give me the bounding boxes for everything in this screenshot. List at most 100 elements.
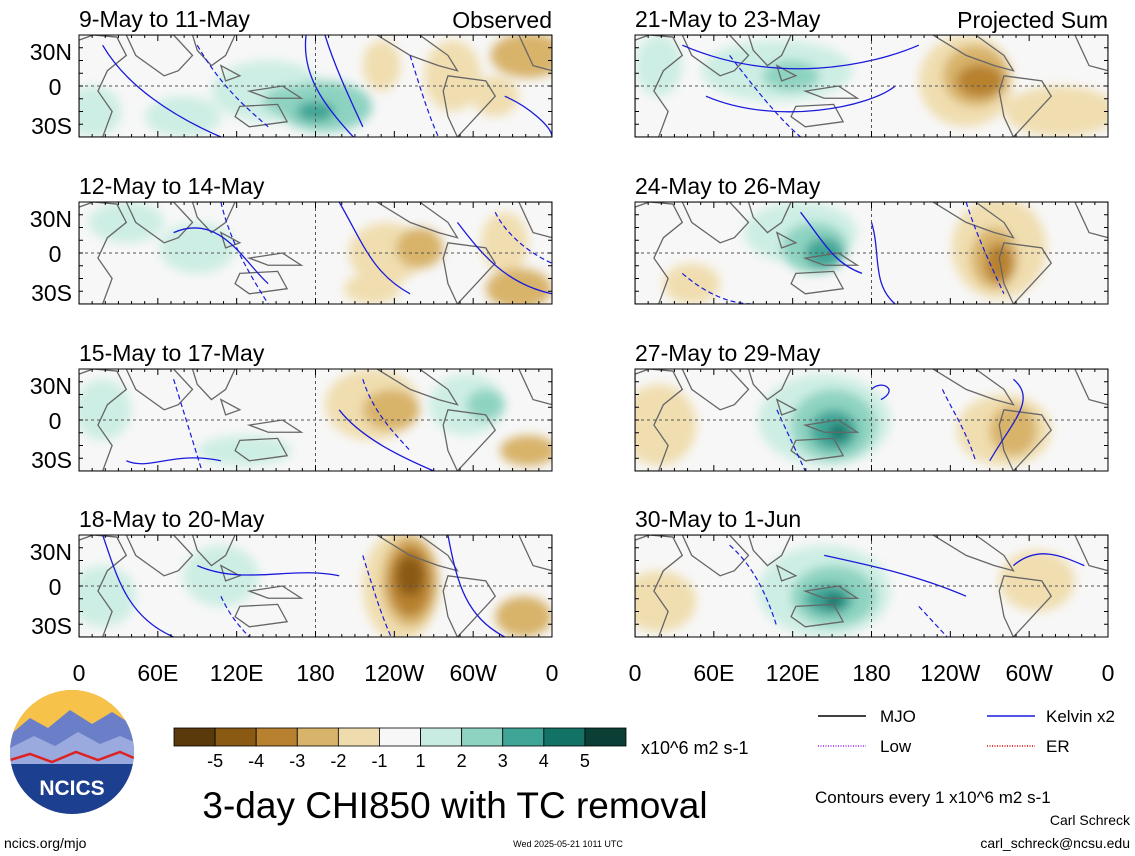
panel-title: 15-May to 17-May bbox=[79, 340, 265, 366]
legend-low-label: Low bbox=[880, 737, 912, 756]
colorbar-units: x10^6 m2 s-1 bbox=[641, 738, 749, 758]
axis-ticks bbox=[634, 534, 1109, 638]
colorbar-swatch bbox=[420, 727, 463, 747]
axis-ticks bbox=[634, 201, 1109, 305]
panel-label: Projected Sum bbox=[957, 7, 1108, 33]
footer-email[interactable]: carl_schreck@ncsu.edu bbox=[980, 835, 1130, 851]
colorbar-tick: -4 bbox=[248, 751, 264, 771]
panel-label: Observed bbox=[452, 7, 552, 33]
colorbar: -5 -4 -3 -2 -1 1 2 3 4 5 bbox=[173, 727, 627, 771]
longitude-label: 180 bbox=[852, 660, 890, 686]
kelvin-contours bbox=[682, 202, 1004, 304]
axis-ticks bbox=[78, 534, 553, 638]
panel-title: 27-May to 29-May bbox=[635, 340, 821, 366]
map-panel: 21-May to 23-May Projected Sum bbox=[634, 6, 1109, 138]
footer-timestamp: Wed 2025-05-21 1011 UTC bbox=[513, 839, 623, 849]
colorbar-tick: 2 bbox=[457, 751, 467, 771]
longitude-label: 60W bbox=[1006, 660, 1054, 686]
colorbar-swatch bbox=[255, 727, 298, 747]
map-panel: 24-May to 26-May bbox=[634, 173, 1109, 305]
kelvin-contours bbox=[777, 379, 1023, 471]
latitude-label: 30N bbox=[30, 39, 72, 65]
longitude-label: 0 bbox=[629, 660, 642, 686]
panel-title: 24-May to 26-May bbox=[635, 173, 821, 199]
map-panel: 9-May to 11-May Observed bbox=[78, 6, 553, 138]
legend-mjo-label: MJO bbox=[880, 707, 916, 726]
kelvin-contours bbox=[174, 202, 552, 304]
latitude-label: 30S bbox=[31, 613, 72, 639]
longitude-labels: 0 60E 120E 180 120W 60W 0 0 60E 120E 180 120W 60W 0 bbox=[73, 660, 1115, 686]
footer-site-link[interactable]: ncics.org/mjo bbox=[4, 835, 87, 851]
latitude-label: 30S bbox=[31, 113, 72, 139]
ncics-logo: NCICS bbox=[10, 690, 134, 814]
map-panel: 12-May to 14-May bbox=[78, 173, 553, 305]
colorbar-swatch bbox=[173, 727, 216, 747]
map-panel: 27-May to 29-May bbox=[634, 340, 1109, 472]
longitude-label: 0 bbox=[546, 660, 559, 686]
axis-ticks bbox=[78, 368, 553, 472]
latitude-label: 30S bbox=[31, 280, 72, 306]
panel-title: 21-May to 23-May bbox=[635, 6, 821, 32]
longitude-label: 180 bbox=[296, 660, 334, 686]
axis-ticks bbox=[634, 34, 1109, 138]
map-panel: 15-May to 17-May bbox=[78, 340, 553, 472]
coastlines bbox=[635, 369, 1108, 471]
colorbar-swatch bbox=[461, 727, 504, 747]
map-panel: 30-May to 1-Jun bbox=[634, 506, 1109, 638]
kelvin-contours bbox=[682, 45, 919, 137]
map-panel: 18-May to 20-May bbox=[78, 506, 553, 638]
latitude-label: 30N bbox=[30, 539, 72, 565]
chi-anomaly-shading bbox=[88, 202, 552, 304]
legend-er-label: ER bbox=[1046, 737, 1070, 756]
longitude-label: 60W bbox=[450, 660, 498, 686]
coastlines bbox=[635, 202, 1108, 304]
kelvin-contours bbox=[103, 535, 505, 637]
colorbar-tick: 1 bbox=[416, 751, 426, 771]
longitude-label: 60E bbox=[693, 660, 734, 686]
panel-title: 9-May to 11-May bbox=[79, 6, 250, 32]
colorbar-swatch bbox=[502, 727, 545, 747]
chi-anomaly-shading bbox=[663, 202, 1047, 304]
colorbar-swatch bbox=[543, 727, 586, 747]
colorbar-tick: 3 bbox=[498, 751, 508, 771]
main-title: 3-day CHI850 with TC removal bbox=[202, 785, 707, 826]
panel-title: 30-May to 1-Jun bbox=[635, 506, 801, 532]
kelvin-contours bbox=[730, 545, 1085, 637]
kelvin-contours bbox=[126, 379, 433, 471]
longitude-label: 120W bbox=[920, 660, 980, 686]
latitude-label: 0 bbox=[49, 408, 62, 434]
colorbar-tick: 5 bbox=[580, 751, 590, 771]
axis-ticks bbox=[78, 201, 553, 305]
colorbar-swatch bbox=[296, 727, 339, 747]
panel-title: 18-May to 20-May bbox=[79, 506, 265, 532]
colorbar-swatch bbox=[379, 727, 421, 747]
latitude-labels: 30N 0 30S 30N 0 30S 30N 0 30S 30N 0 30S bbox=[30, 39, 72, 639]
kelvin-contours bbox=[103, 35, 552, 137]
latitude-label: 0 bbox=[49, 241, 62, 267]
colorbar-swatch bbox=[337, 727, 380, 747]
coastlines bbox=[79, 35, 552, 137]
latitude-label: 30N bbox=[30, 373, 72, 399]
footer-author: Carl Schreck bbox=[1050, 812, 1131, 828]
logo-text: NCICS bbox=[39, 777, 104, 800]
axis-ticks bbox=[634, 368, 1109, 472]
colorbar-swatch bbox=[214, 727, 257, 747]
legend: MJO Kelvin x2 Low ER Contours every 1 x1… bbox=[815, 707, 1115, 807]
colorbar-tick: -5 bbox=[207, 751, 223, 771]
contour-interval-note: Contours every 1 x10^6 m2 s-1 bbox=[815, 788, 1051, 807]
longitude-label: 120W bbox=[364, 660, 424, 686]
latitude-label: 0 bbox=[49, 574, 62, 600]
colorbar-tick: 4 bbox=[539, 751, 549, 771]
longitude-label: 60E bbox=[137, 660, 178, 686]
longitude-label: 0 bbox=[1102, 660, 1115, 686]
colorbar-swatch bbox=[584, 727, 627, 747]
latitude-label: 0 bbox=[49, 74, 62, 100]
colorbar-tick: -1 bbox=[371, 751, 387, 771]
longitude-label: 120E bbox=[766, 660, 820, 686]
latitude-label: 30N bbox=[30, 206, 72, 232]
axis-ticks bbox=[78, 34, 553, 138]
longitude-label: 120E bbox=[210, 660, 264, 686]
legend-kelvin-label: Kelvin x2 bbox=[1046, 707, 1115, 726]
